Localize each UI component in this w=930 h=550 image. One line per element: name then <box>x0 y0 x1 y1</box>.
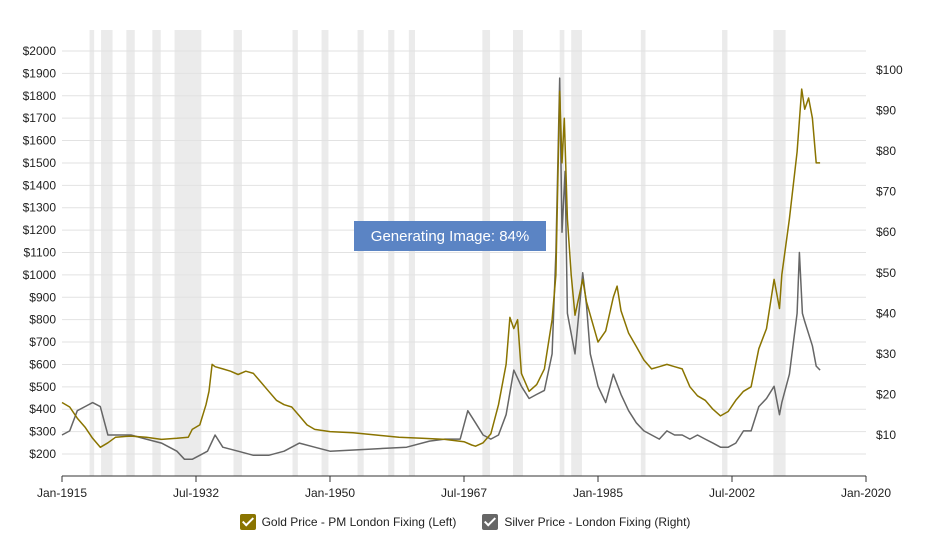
left-tick-label: $1300 <box>23 201 57 215</box>
legend-label-silver: Silver Price - London Fixing (Right) <box>504 515 691 529</box>
right-tick-label: $30 <box>876 347 896 361</box>
series-lines <box>61 77 821 461</box>
left-tick-label: $600 <box>29 357 56 371</box>
left-tick-label: $1100 <box>24 246 57 260</box>
left-tick-label: $1500 <box>23 156 57 170</box>
x-tick-label: Jul-1932 <box>173 486 219 500</box>
left-tick-label: $700 <box>29 335 56 349</box>
gold-price-line <box>61 88 821 449</box>
x-tick-label: Jul-2002 <box>709 486 755 500</box>
right-tick-label: $50 <box>876 266 896 280</box>
right-tick-label: $70 <box>876 185 896 199</box>
left-tick-label: $800 <box>29 313 56 327</box>
left-tick-label: $2000 <box>23 44 57 58</box>
left-tick-label: $900 <box>29 290 56 304</box>
legend-label-gold: Gold Price - PM London Fixing (Left) <box>261 515 457 529</box>
x-tick-label: Jan-1950 <box>305 486 355 500</box>
left-tick-label: $500 <box>29 380 56 394</box>
legend-item-gold[interactable]: Gold Price - PM London Fixing (Left) <box>239 514 457 530</box>
right-tick-label: $100 <box>876 63 903 77</box>
right-tick-label: $40 <box>876 306 896 320</box>
right-tick-label: $80 <box>876 144 896 158</box>
left-tick-label: $200 <box>29 447 56 461</box>
x-tick-label: Jul-1967 <box>441 486 487 500</box>
right-tick-label: $60 <box>876 225 896 239</box>
left-tick-label: $400 <box>29 402 56 416</box>
gridlines <box>62 50 866 455</box>
x-axis-ticks: Jan-1915 Jul-1932 Jan-1950 Jul-1967 Jan-1985… <box>37 476 891 500</box>
left-tick-label: $300 <box>29 425 56 439</box>
x-tick-label: Jan-2020 <box>841 486 891 500</box>
x-tick-label: Jan-1985 <box>573 486 623 500</box>
right-tick-label: $90 <box>876 104 896 118</box>
right-tick-label: $20 <box>876 387 896 401</box>
checkbox-check-icon[interactable] <box>482 514 499 530</box>
right-tick-label: $10 <box>876 428 896 442</box>
legend-item-silver[interactable]: Silver Price - London Fixing (Right) <box>482 514 690 530</box>
left-tick-label: $1900 <box>23 66 57 80</box>
left-tick-label: $1700 <box>23 111 57 125</box>
legend: Gold Price - PM London Fixing (Left) Sil… <box>0 514 930 530</box>
left-tick-label: $1000 <box>23 268 57 282</box>
left-axis-labels: $200 $300 $400 $500 $600 $700 $800 $900 $1000 $11… <box>23 44 57 461</box>
left-tick-label: $1400 <box>23 178 57 192</box>
right-axis-labels: $10 $20 $30 $40 $50 $60 $70 $80 $90 $100 <box>876 63 903 442</box>
left-tick-label: $1600 <box>23 134 57 148</box>
generating-image-banner: Generating Image: 84% <box>354 221 546 251</box>
left-tick-label: $1800 <box>23 89 57 103</box>
x-tick-label: Jan-1915 <box>37 486 87 500</box>
left-tick-label: $1200 <box>23 223 57 237</box>
checkbox-check-icon[interactable] <box>239 514 256 530</box>
